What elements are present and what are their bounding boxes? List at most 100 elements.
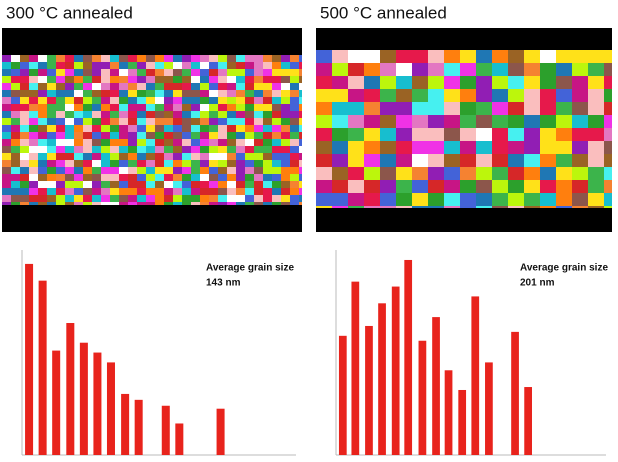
grain: [74, 111, 83, 118]
grain: [604, 154, 612, 167]
grain: [2, 62, 11, 69]
grain: [263, 195, 272, 202]
grain: [155, 181, 164, 188]
grain: [299, 202, 302, 205]
bar: [511, 332, 519, 455]
grain: [272, 188, 281, 195]
grain: [38, 55, 47, 62]
grain: [460, 206, 476, 208]
grain: [182, 125, 191, 132]
grain: [290, 139, 299, 146]
grain: [83, 97, 92, 104]
grain: [492, 141, 508, 154]
grain: [281, 174, 290, 181]
grain: [299, 76, 302, 83]
grain: [245, 104, 254, 111]
grain: [155, 83, 164, 90]
grain: [2, 83, 11, 90]
grain: [92, 195, 101, 202]
grain: [245, 97, 254, 104]
grain: [20, 139, 29, 146]
grain: [604, 167, 612, 180]
grain: [236, 167, 245, 174]
annotation: Average grain size: [520, 263, 608, 274]
grain: [119, 118, 128, 125]
grain: [11, 174, 20, 181]
grain: [556, 128, 572, 141]
grain: [281, 111, 290, 118]
grain: [263, 188, 272, 195]
grain: [254, 111, 263, 118]
grain: [155, 202, 164, 205]
grain: [209, 69, 218, 76]
grain: [110, 90, 119, 97]
grain: [182, 83, 191, 90]
grain: [20, 202, 29, 205]
bar: [432, 317, 440, 455]
grain: [92, 62, 101, 69]
grain: [540, 180, 556, 193]
grain: [83, 188, 92, 195]
grain: [236, 111, 245, 118]
grain: [209, 104, 218, 111]
grain: [128, 146, 137, 153]
grain: [540, 128, 556, 141]
grain: [236, 83, 245, 90]
grain: [412, 206, 428, 208]
grain: [290, 55, 299, 62]
grain: [209, 90, 218, 97]
grain: [588, 102, 604, 115]
grain: [348, 63, 364, 76]
grain: [128, 55, 137, 62]
grain: [92, 160, 101, 167]
grain: [476, 89, 492, 102]
grain: [299, 139, 302, 146]
grain: [2, 174, 11, 181]
grain: [101, 174, 110, 181]
grain: [20, 104, 29, 111]
bar: [93, 353, 101, 455]
grain: [299, 146, 302, 153]
grain: [74, 83, 83, 90]
grain: [412, 141, 428, 154]
grain: [110, 139, 119, 146]
grain: [460, 193, 476, 206]
grain: [164, 104, 173, 111]
grain: [299, 90, 302, 97]
bar: [378, 303, 386, 455]
grain: [236, 90, 245, 97]
grain: [101, 111, 110, 118]
grain: [254, 167, 263, 174]
grain: [137, 146, 146, 153]
grain: [191, 97, 200, 104]
grain: [191, 195, 200, 202]
grain: [38, 118, 47, 125]
grain: [245, 153, 254, 160]
grain: [254, 139, 263, 146]
grain: [254, 55, 263, 62]
grain: [56, 111, 65, 118]
grain: [540, 89, 556, 102]
grain: [65, 62, 74, 69]
grain: [236, 188, 245, 195]
grain: [245, 160, 254, 167]
grain: [492, 76, 508, 89]
grain: [218, 146, 227, 153]
grain: [38, 76, 47, 83]
grain: [263, 132, 272, 139]
grain: [218, 97, 227, 104]
grain: [155, 97, 164, 104]
grain: [604, 50, 612, 63]
grain: [412, 63, 428, 76]
grain: [254, 62, 263, 69]
figure: 300 °C annealedAverage grain size143 nm5…: [0, 0, 618, 462]
grain: [65, 55, 74, 62]
grain: [47, 146, 56, 153]
bar: [524, 387, 532, 455]
grain: [11, 118, 20, 125]
grain: [460, 167, 476, 180]
grain: [155, 139, 164, 146]
grain: [218, 153, 227, 160]
grain: [47, 111, 56, 118]
grain: [412, 115, 428, 128]
